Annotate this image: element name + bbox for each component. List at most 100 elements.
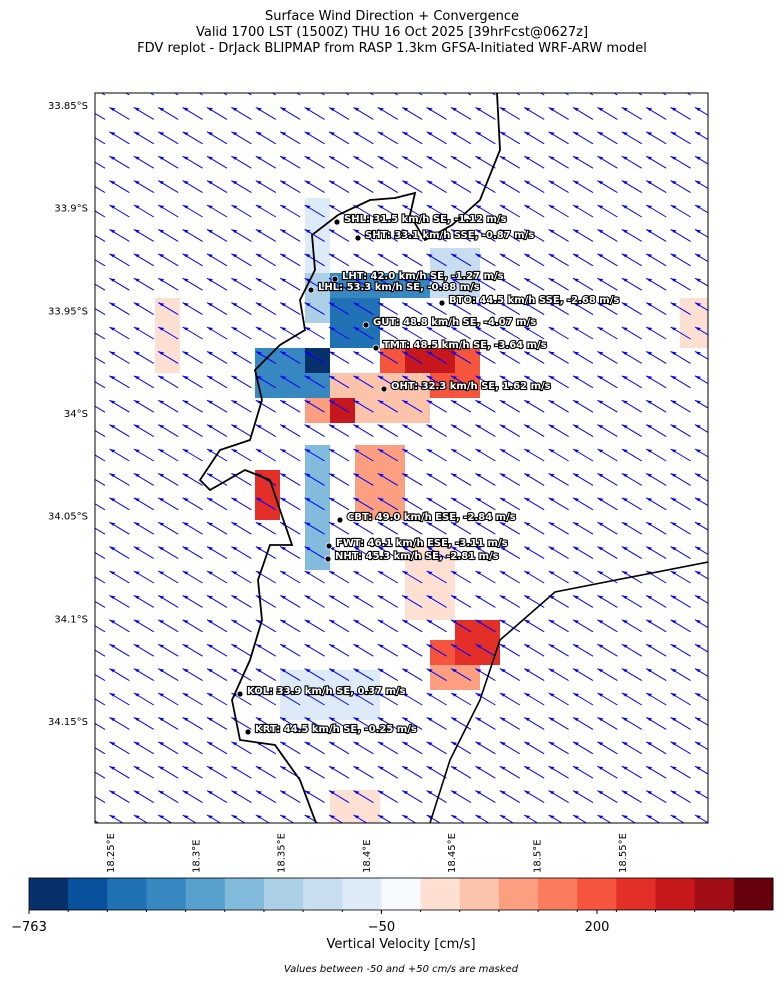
wind-arrow-head [402, 595, 409, 599]
wind-arrow-head [207, 497, 213, 502]
wind-arrow-head [524, 815, 531, 819]
wind-arrow [427, 839, 447, 851]
wind-arrow-head [499, 131, 506, 136]
wind-arrow-head [499, 815, 506, 819]
wind-arrow-head [524, 741, 531, 746]
wind-arrow-head [133, 180, 140, 185]
wind-arrow-head [499, 229, 506, 233]
wind-arrow-head [670, 424, 677, 429]
wind-arrow-head [695, 619, 701, 624]
station-dot [438, 299, 446, 307]
wind-arrow-head [109, 205, 116, 209]
wind-arrow-head [621, 351, 628, 355]
wind-arrow-head [353, 473, 360, 477]
wind-arrow-head [207, 107, 213, 111]
wind-arrow-head [377, 644, 384, 648]
wind-arrow-head [475, 229, 482, 233]
wind-arrow-head [719, 791, 725, 795]
wind-arrow-head [524, 156, 531, 160]
wind-arrow-head [85, 693, 91, 697]
wind-arrow-head [426, 522, 433, 526]
wind-arrow-head [597, 839, 603, 843]
wind-arrow-head [573, 278, 579, 282]
wind-arrow-head [524, 205, 531, 209]
wind-arrow-head [329, 156, 335, 160]
wind-arrow-head [548, 766, 555, 770]
wind-arrow-head [695, 546, 701, 551]
wind-arrow-head [475, 790, 482, 795]
wind-arrow-head [524, 424, 531, 429]
station-label: TMT: 48.5 km/h SE, -3.64 m/s [383, 340, 547, 351]
wind-arrow-head [377, 180, 384, 185]
wind-arrow-head [621, 327, 628, 331]
wind-arrow-head [85, 669, 91, 673]
wind-arrow-head [329, 131, 335, 136]
wind-arrow-head [670, 156, 677, 160]
wind-arrow-head [719, 229, 725, 233]
station-label: NHT: 45.3 km/h SE, -2.81 m/s [335, 551, 499, 562]
wind-arrow-head [524, 131, 531, 136]
wind-arrow-head [280, 107, 287, 111]
convergence-cells [155, 198, 708, 823]
wind-arrow-head [207, 351, 213, 355]
wind-arrow-head [451, 375, 457, 380]
wind-arrow-head [231, 644, 238, 648]
wind-arrow-head [353, 131, 360, 136]
wind-arrow-head [182, 131, 189, 136]
wind-arrow [719, 278, 739, 290]
wind-arrow-head [182, 668, 189, 673]
wind-arrow-head [695, 644, 701, 648]
wind-arrow-head [377, 497, 384, 502]
wind-arrow-head [305, 83, 311, 87]
wind-arrow-head [426, 717, 433, 721]
wind-arrow-head [524, 180, 531, 185]
wind-arrow-head [573, 473, 579, 477]
wind-arrow-head [524, 766, 531, 770]
wind-arrow-head [524, 351, 531, 355]
wind-arrow-head [182, 473, 189, 477]
wind-arrow-head [109, 693, 116, 697]
station-label: CBT: 49.0 km/h ESE, -2.84 m/s [347, 512, 516, 523]
wind-arrow-head [231, 302, 238, 307]
wind-arrow-head [548, 717, 555, 721]
wind-arrow [95, 210, 106, 218]
wind-arrow [95, 478, 106, 486]
wind-arrow-head [426, 766, 433, 770]
wind-arrow-head [207, 473, 213, 477]
wind-arrow [719, 351, 739, 363]
wind-arrow-head [109, 375, 116, 380]
station-dot [236, 690, 244, 698]
wind-arrow-head [499, 107, 506, 111]
wind-arrow-head [573, 815, 579, 819]
wind-arrow-head [109, 766, 116, 770]
wind-arrow-head [280, 229, 287, 233]
wind-arrow-head [304, 400, 311, 404]
wind-arrow-head [377, 131, 384, 136]
wind-arrow-head [646, 351, 653, 355]
colorbar-bin [420, 878, 461, 910]
boundary [429, 561, 708, 823]
wind-arrow-head [573, 522, 579, 526]
wind-arrow [95, 381, 106, 389]
wind-arrow-head [158, 839, 164, 843]
wind-arrow-head [329, 449, 335, 453]
wind-arrow-head [499, 473, 506, 477]
wind-arrow-head [182, 424, 189, 429]
wind-arrow-head [597, 131, 604, 136]
wind-arrow-head [304, 278, 311, 282]
wind-arrow-head [451, 180, 457, 185]
wind-arrow-head [573, 351, 579, 355]
wind-arrow-head [353, 546, 360, 551]
wind-arrow-head [304, 741, 311, 746]
wind-arrow-head [402, 302, 409, 307]
wind-arrow-head [719, 498, 725, 502]
wind-arrow-head [597, 205, 604, 209]
wind-arrow-head [524, 546, 531, 551]
wind-arrow-head [280, 131, 287, 136]
wind-arrow-head [402, 815, 409, 819]
wind-arrow-head [158, 375, 165, 380]
wind-arrow-head [548, 253, 555, 258]
wind-arrow-head [158, 571, 165, 575]
wind-arrow-head [597, 497, 604, 502]
